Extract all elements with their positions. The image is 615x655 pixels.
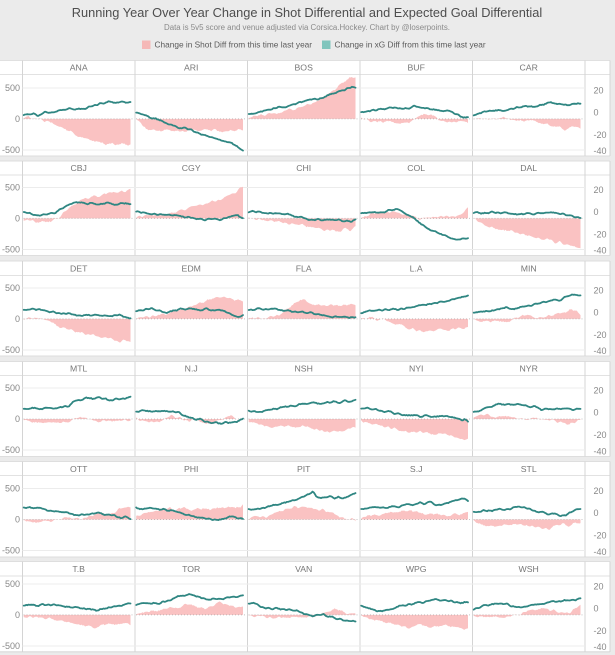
svg-text:ANA: ANA	[70, 63, 88, 73]
svg-text:-500: -500	[2, 145, 20, 155]
svg-text:STL: STL	[521, 464, 537, 474]
svg-text:0: 0	[15, 414, 20, 424]
svg-text:0: 0	[594, 308, 599, 318]
svg-text:20: 20	[594, 581, 604, 591]
svg-text:500: 500	[5, 579, 20, 589]
svg-text:-20: -20	[594, 330, 607, 340]
svg-text:CHI: CHI	[296, 163, 311, 173]
svg-text:T.B: T.B	[72, 564, 85, 574]
svg-text:PHI: PHI	[184, 464, 198, 474]
svg-text:EDM: EDM	[182, 263, 201, 273]
svg-text:VAN: VAN	[295, 564, 312, 574]
svg-text:-40: -40	[594, 446, 607, 456]
svg-text:20: 20	[594, 385, 604, 395]
svg-text:-500: -500	[2, 546, 20, 556]
svg-text:20: 20	[594, 85, 604, 95]
svg-text:-20: -20	[594, 626, 607, 636]
svg-text:Running Year Over Year Change: Running Year Over Year Change in Shot Di…	[72, 5, 542, 20]
svg-text:OTT: OTT	[70, 464, 88, 474]
svg-text:0: 0	[15, 515, 20, 525]
svg-text:0: 0	[15, 213, 20, 223]
svg-text:-500: -500	[2, 641, 20, 651]
svg-text:0: 0	[594, 207, 599, 217]
svg-text:-40: -40	[594, 246, 607, 256]
svg-text:DET: DET	[70, 263, 88, 273]
svg-text:MTL: MTL	[70, 364, 88, 374]
svg-text:500: 500	[5, 83, 20, 93]
svg-text:0: 0	[594, 108, 599, 118]
svg-text:-20: -20	[594, 531, 607, 541]
svg-text:500: 500	[5, 283, 20, 293]
svg-text:0: 0	[15, 314, 20, 324]
svg-text:0: 0	[594, 604, 599, 614]
svg-text:-500: -500	[2, 345, 20, 355]
svg-text:CBJ: CBJ	[70, 163, 86, 173]
svg-text:-40: -40	[594, 642, 607, 652]
svg-text:Change in Shot Diff from this: Change in Shot Diff from this time last …	[155, 40, 313, 50]
svg-text:Change in xG Diff from this ti: Change in xG Diff from this time last ye…	[335, 40, 486, 50]
svg-text:0: 0	[15, 114, 20, 124]
svg-text:CAR: CAR	[520, 63, 538, 73]
svg-text:MIN: MIN	[521, 263, 537, 273]
svg-text:NYI: NYI	[409, 364, 423, 374]
svg-text:BOS: BOS	[295, 63, 314, 73]
svg-text:FLA: FLA	[296, 263, 312, 273]
svg-text:0: 0	[594, 408, 599, 418]
svg-text:20: 20	[594, 285, 604, 295]
svg-text:500: 500	[5, 182, 20, 192]
svg-text:-20: -20	[594, 229, 607, 239]
svg-text:WPG: WPG	[406, 564, 427, 574]
svg-text:-500: -500	[2, 445, 20, 455]
svg-text:-20: -20	[594, 430, 607, 440]
svg-text:500: 500	[5, 383, 20, 393]
svg-text:500: 500	[5, 484, 20, 494]
svg-text:CGY: CGY	[182, 163, 201, 173]
svg-text:20: 20	[594, 486, 604, 496]
svg-text:WSH: WSH	[519, 564, 539, 574]
svg-text:0: 0	[594, 508, 599, 518]
svg-text:COL: COL	[407, 163, 425, 173]
svg-text:20: 20	[594, 185, 604, 195]
svg-text:L.A: L.A	[410, 263, 423, 273]
svg-text:BUF: BUF	[408, 63, 425, 73]
svg-text:Data is 5v5 score and venue ad: Data is 5v5 score and venue adjusted via…	[164, 23, 450, 32]
svg-text:-40: -40	[594, 547, 607, 557]
svg-text:ARI: ARI	[184, 63, 198, 73]
svg-text:0: 0	[15, 610, 20, 620]
svg-text:-40: -40	[594, 146, 607, 156]
svg-text:-500: -500	[2, 244, 20, 254]
svg-text:NSH: NSH	[295, 364, 313, 374]
svg-text:-40: -40	[594, 346, 607, 356]
svg-text:-20: -20	[594, 130, 607, 140]
svg-text:NYR: NYR	[520, 364, 538, 374]
svg-text:PIT: PIT	[297, 464, 311, 474]
svg-text:N.J: N.J	[185, 364, 198, 374]
svg-text:TOR: TOR	[182, 564, 200, 574]
svg-text:S.J: S.J	[410, 464, 423, 474]
svg-text:DAL: DAL	[520, 163, 537, 173]
